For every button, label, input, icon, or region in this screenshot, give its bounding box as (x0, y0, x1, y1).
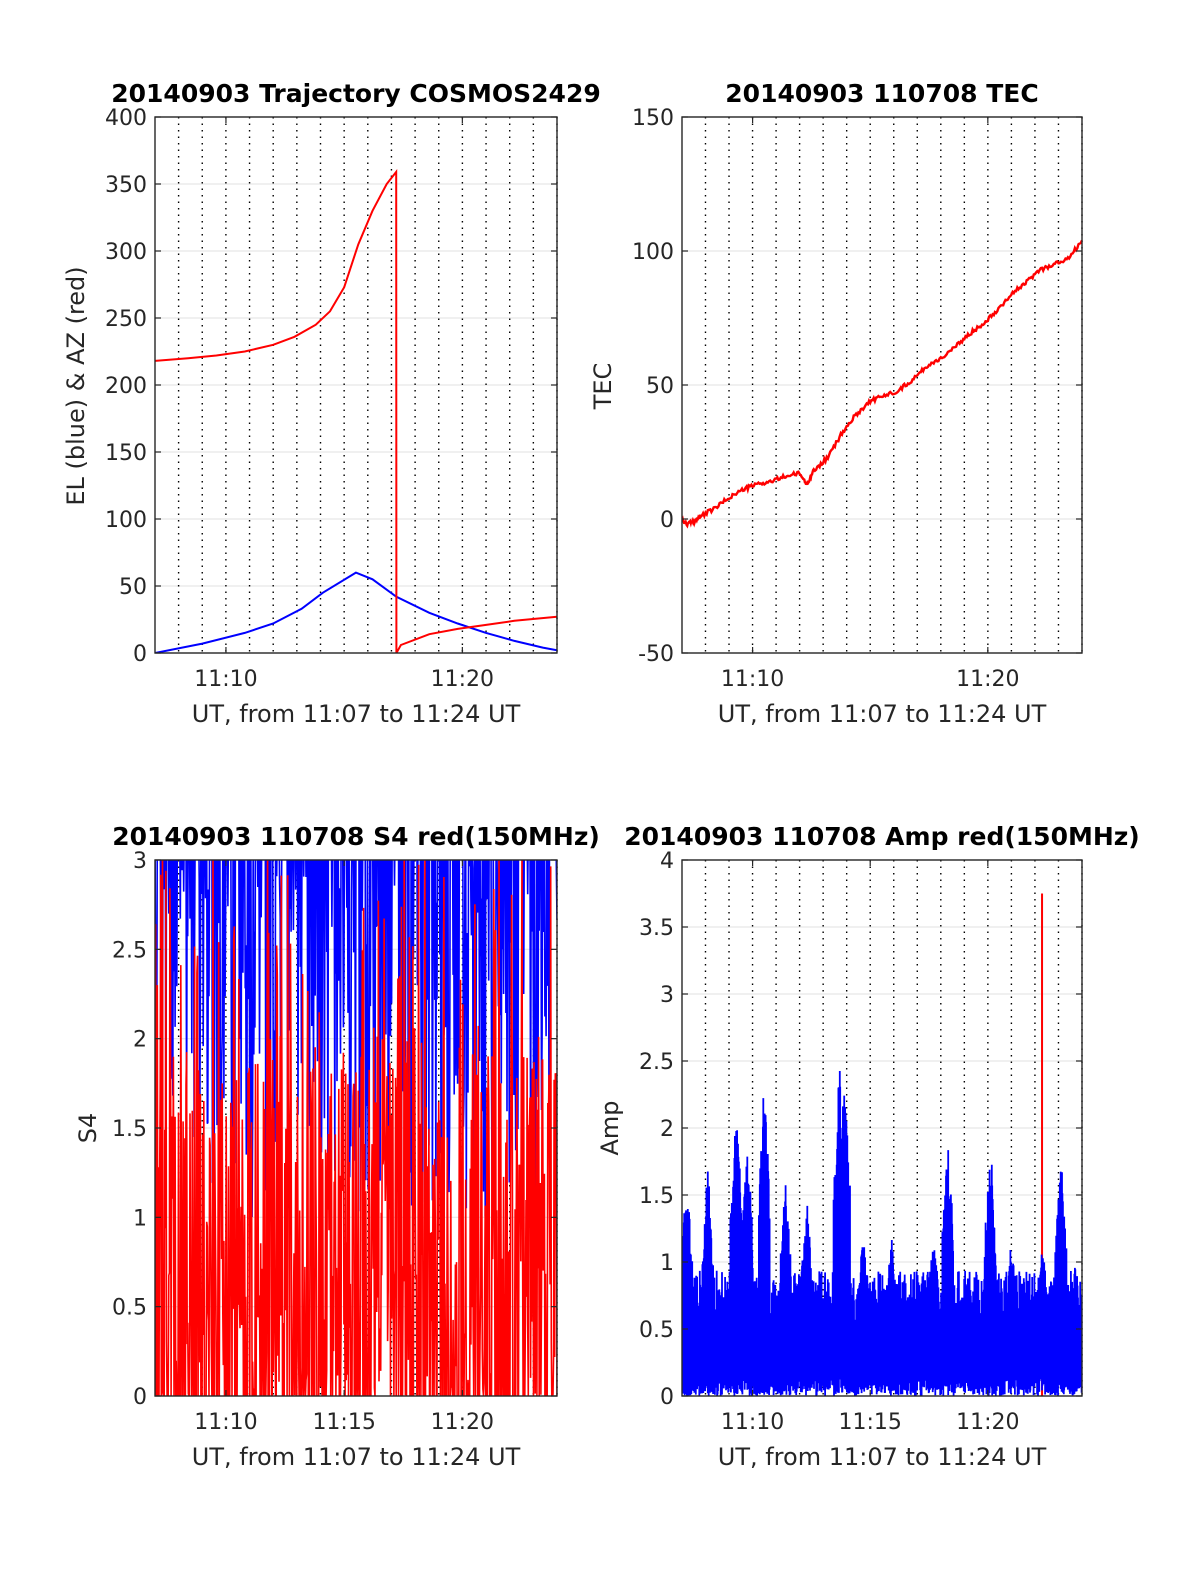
ytick-label: 100 (632, 240, 674, 265)
ytick-label: 100 (105, 508, 147, 533)
ytick-label: 3.5 (639, 916, 674, 941)
xtick-label: 11:20 (431, 1410, 494, 1435)
ytick-label: 3 (660, 983, 674, 1008)
amp-ylabel: Amp (596, 1100, 624, 1155)
series-line (155, 169, 557, 653)
tec-panel: 20140903 110708 TEC UT, from 11:07 to 11… (589, 79, 1083, 728)
xtick-label: 11:10 (194, 667, 257, 692)
ytick-label: 2.5 (112, 938, 147, 963)
xtick-label: 11:20 (956, 1410, 1019, 1435)
amp-panel: 20140903 110708 Amp red(150MHz) UT, from… (596, 822, 1140, 1471)
ytick-label: 0.5 (639, 1318, 674, 1343)
tec-ylabel: TEC (589, 363, 617, 411)
ytick-label: 0 (660, 508, 674, 533)
s4-panel: 20140903 110708 S4 red(150MHz) UT, from … (74, 822, 600, 1471)
ytick-label: 0 (660, 1385, 674, 1410)
plot-area (155, 860, 557, 1396)
ytick-label: 2 (133, 1028, 147, 1053)
ytick-label: 1.5 (112, 1117, 147, 1142)
ytick-label: 2.5 (639, 1050, 674, 1075)
ytick-label: 50 (646, 374, 674, 399)
ytick-label: 2 (660, 1117, 674, 1142)
trajectory-ylabel: EL (blue) & AZ (red) (62, 266, 90, 505)
series-line (155, 860, 557, 1218)
series-line (682, 239, 1082, 529)
s4-xlabel: UT, from 11:07 to 11:24 UT (192, 1443, 521, 1471)
ytick-label: 1 (133, 1206, 147, 1231)
trajectory-xlabel: UT, from 11:07 to 11:24 UT (192, 700, 521, 728)
ytick-label: 1 (660, 1251, 674, 1276)
ytick-label: 4 (660, 849, 674, 874)
xtick-label: 11:10 (721, 667, 784, 692)
xtick-label: 11:10 (194, 1410, 257, 1435)
ytick-label: -50 (638, 642, 674, 667)
s4-title: 20140903 110708 S4 red(150MHz) (112, 822, 600, 851)
xtick-label: 11:20 (956, 667, 1019, 692)
amp-xlabel: UT, from 11:07 to 11:24 UT (718, 1443, 1047, 1471)
ytick-label: 150 (632, 106, 674, 131)
tec-title: 20140903 110708 TEC (725, 79, 1038, 108)
ytick-label: 350 (105, 173, 147, 198)
trajectory-panel: 20140903 Trajectory COSMOS2429 UT, from … (62, 79, 601, 728)
xtick-label: 11:15 (839, 1410, 902, 1435)
plot-area (682, 239, 1082, 529)
ytick-label: 250 (105, 307, 147, 332)
ytick-label: 3 (133, 849, 147, 874)
series-line (155, 571, 557, 653)
ytick-label: 300 (105, 240, 147, 265)
xtick-label: 11:15 (312, 1410, 375, 1435)
s4-ylabel: S4 (74, 1113, 102, 1144)
ytick-label: 50 (119, 575, 147, 600)
ytick-label: 1.5 (639, 1184, 674, 1209)
xtick-label: 11:20 (431, 667, 494, 692)
amp-title: 20140903 110708 Amp red(150MHz) (624, 822, 1140, 851)
plot-area (682, 893, 1082, 1396)
ytick-label: 0 (133, 642, 147, 667)
ytick-label: 0 (133, 1385, 147, 1410)
ytick-label: 200 (105, 374, 147, 399)
tec-xlabel: UT, from 11:07 to 11:24 UT (718, 700, 1047, 728)
series-line (682, 1071, 1082, 1396)
series-line (155, 860, 557, 1396)
ytick-label: 150 (105, 441, 147, 466)
plot-area (155, 169, 557, 653)
xtick-label: 11:10 (721, 1410, 784, 1435)
ytick-label: 400 (105, 106, 147, 131)
ytick-label: 0.5 (112, 1296, 147, 1321)
trajectory-title: 20140903 Trajectory COSMOS2429 (111, 79, 601, 108)
